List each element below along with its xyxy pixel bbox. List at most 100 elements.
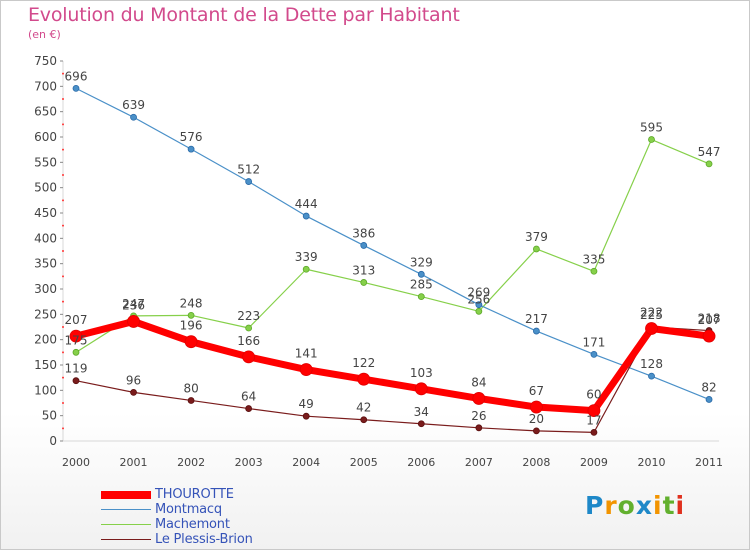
data-label: 20	[529, 412, 544, 426]
data-label: 329	[410, 255, 433, 269]
legend-item: Machemont	[101, 517, 253, 532]
data-label: 49	[299, 397, 314, 411]
x-tick-label: 2000	[62, 456, 90, 469]
data-label: 96	[126, 373, 141, 387]
x-tick-label: 2001	[120, 456, 148, 469]
legend-item: Montmacq	[101, 502, 253, 517]
data-point	[414, 382, 428, 396]
data-point	[187, 397, 195, 404]
data-point	[242, 350, 256, 364]
data-point	[533, 427, 540, 435]
data-label: 207	[698, 313, 721, 327]
data-point	[127, 315, 140, 328]
data-label: 639	[122, 98, 145, 112]
y-tick-label: 600	[34, 130, 57, 144]
y-minor-tick	[62, 275, 64, 278]
data-label: 80	[183, 381, 198, 395]
y-tick-label: 550	[34, 155, 57, 169]
y-tick-label: 700	[34, 79, 57, 93]
data-label: 595	[640, 121, 663, 135]
data-label: 207	[65, 313, 88, 327]
y-tick-label: 0	[49, 434, 57, 448]
data-point	[72, 84, 80, 92]
data-point	[590, 428, 598, 436]
data-label: 64	[241, 390, 256, 404]
data-label: 222	[640, 306, 663, 320]
y-tick-label: 400	[34, 231, 57, 245]
y-minor-tick	[62, 427, 64, 430]
y-tick-label: 300	[34, 282, 57, 296]
x-tick-label: 2011	[695, 456, 723, 469]
data-label: 196	[180, 319, 203, 333]
logo-letter: P	[585, 491, 605, 520]
data-point	[705, 396, 713, 403]
logo-letter: o	[617, 491, 636, 520]
y-tick-label: 100	[34, 383, 57, 397]
series-line-machemont	[75, 138, 710, 353]
data-label: 218	[698, 312, 721, 326]
data-label: 175	[65, 333, 88, 347]
y-tick-label: 200	[34, 333, 57, 347]
y-minor-tick	[62, 326, 64, 328]
y-minor-tick	[62, 72, 64, 75]
series-line-montmacq	[75, 87, 710, 401]
legend-swatch	[101, 490, 151, 499]
data-point	[417, 420, 425, 428]
data-label: 60	[586, 388, 601, 402]
x-tick-label: 2010	[638, 456, 666, 469]
data-label: 171	[582, 335, 605, 349]
data-label: 223	[237, 309, 260, 323]
data-point	[72, 348, 80, 356]
y-minor-tick	[62, 250, 64, 252]
data-point	[360, 242, 368, 249]
data-point	[302, 265, 310, 273]
legend-item: THOUROTTE	[101, 487, 253, 502]
x-tick-label: 2007	[465, 456, 493, 469]
logo-letter: t	[662, 491, 676, 520]
logo-letter: x	[635, 491, 653, 520]
data-point	[184, 335, 198, 349]
data-label: 128	[640, 357, 663, 371]
data-point	[302, 412, 310, 420]
data-point	[187, 311, 195, 319]
data-point	[245, 405, 253, 412]
proxiti-logo: Proxiti	[585, 491, 685, 520]
data-point	[245, 178, 253, 185]
legend-label: Le Plessis-Brion	[155, 532, 253, 547]
x-tick-label: 2009	[580, 456, 608, 469]
data-point	[590, 267, 598, 275]
data-point	[702, 329, 716, 343]
data-label: 269	[467, 286, 490, 300]
y-tick-label: 750	[34, 54, 57, 68]
data-point	[360, 416, 368, 424]
data-point	[360, 279, 368, 286]
data-point	[530, 400, 543, 414]
data-label: 17	[586, 413, 601, 427]
data-label: 119	[65, 362, 88, 376]
logo-letter: r	[604, 491, 618, 520]
series-line-le-plessis-brion	[75, 326, 710, 433]
x-tick-label: 2005	[350, 456, 378, 469]
data-label: 67	[529, 384, 544, 398]
data-point	[302, 212, 310, 220]
data-point	[130, 113, 137, 121]
data-point	[587, 404, 601, 418]
y-minor-tick	[62, 123, 64, 126]
data-label: 512	[237, 163, 260, 177]
y-tick-label: 450	[34, 206, 57, 220]
y-tick-label: 650	[34, 105, 57, 119]
chart-subtitle: (en €)	[28, 28, 61, 41]
data-label: 247	[122, 297, 145, 311]
data-label: 379	[525, 230, 548, 244]
y-tick-label: 350	[34, 257, 57, 271]
data-label: 313	[352, 263, 375, 277]
data-label: 82	[701, 380, 716, 394]
data-point	[475, 307, 483, 315]
x-tick-label: 2004	[292, 456, 320, 469]
data-label: 335	[582, 252, 605, 266]
x-tick-label: 2006	[407, 456, 435, 469]
x-tick-label: 2008	[522, 456, 550, 469]
legend-label: THOUROTTE	[155, 487, 234, 502]
data-label: 285	[410, 278, 433, 292]
data-label: 103	[410, 366, 433, 380]
